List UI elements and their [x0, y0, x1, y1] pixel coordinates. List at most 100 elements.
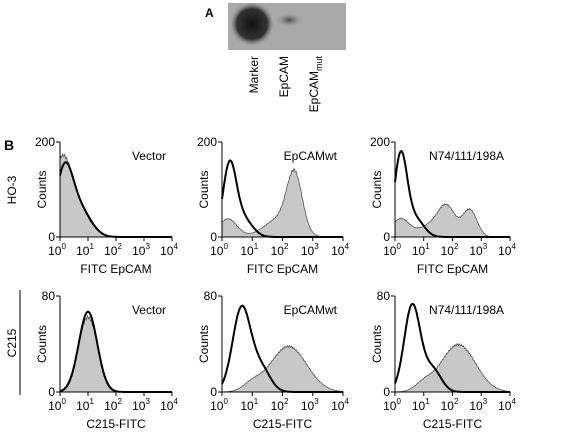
blot-band [230, 2, 274, 46]
tick-base: 10 [132, 244, 146, 258]
x-tick-label: 102 [441, 397, 459, 413]
tick-exponent: 3 [145, 242, 150, 251]
panel-title: EpCAMwt [284, 303, 338, 317]
tick-base: 10 [498, 399, 512, 413]
x-tick-label: 103 [469, 242, 487, 258]
x-axis-label: FITC EpCAM [80, 262, 151, 276]
tick-exponent: 4 [173, 397, 178, 406]
tick-exponent: 0 [223, 242, 228, 251]
panel-title: N74/111/198A [429, 303, 504, 317]
x-tick-label: 103 [301, 397, 319, 413]
panel-title: Vector [132, 303, 166, 317]
x-tick-label: 100 [383, 397, 401, 413]
x-tick-label: 101 [76, 397, 94, 413]
x-tick-label: 103 [132, 397, 150, 413]
lane-subscript: mut [314, 56, 324, 72]
tick-exponent: 1 [89, 242, 94, 251]
x-tick-label: 101 [240, 397, 258, 413]
tick-base: 10 [412, 399, 426, 413]
x-tick-label: 100 [383, 242, 401, 258]
blot [228, 2, 346, 50]
x-tick-label: 103 [132, 242, 150, 258]
tick-base: 10 [441, 399, 455, 413]
tick-base: 10 [240, 244, 254, 258]
y-axis-label: Counts [35, 170, 49, 208]
row-label: HO-3 [5, 175, 19, 204]
y-axis-label: Counts [197, 170, 211, 208]
row-label: C215 [5, 328, 19, 357]
x-axis-label: FITC EpCAM [247, 262, 318, 276]
y-tick-label: 0 [210, 230, 217, 244]
y-tick-label: 0 [383, 385, 390, 399]
lane-text: EpCAM [277, 56, 291, 97]
tick-base: 10 [412, 244, 426, 258]
x-tick-label: 100 [48, 397, 66, 413]
x-tick-label: 104 [160, 397, 178, 413]
tick-exponent: 2 [454, 242, 459, 251]
x-tick-label: 100 [210, 242, 228, 258]
tick-base: 10 [104, 244, 118, 258]
y-tick-label: 80 [204, 289, 218, 303]
y-tick-label: 80 [42, 289, 56, 303]
tick-base: 10 [160, 399, 174, 413]
y-tick-label: 0 [383, 230, 390, 244]
x-tick-label: 100 [48, 242, 66, 258]
histogram-fill [394, 342, 511, 393]
x-axis-label: C215-FITC [253, 417, 313, 431]
tick-exponent: 2 [284, 242, 289, 251]
tick-exponent: 0 [61, 242, 66, 251]
x-axis-label: C215-FITC [423, 417, 483, 431]
y-tick-label: 0 [210, 385, 217, 399]
tick-exponent: 0 [223, 397, 228, 406]
y-tick-label: 200 [35, 135, 55, 149]
x-tick-label: 101 [240, 242, 258, 258]
panel-letter: A [205, 6, 214, 20]
lane-label: EpCAMmut [307, 56, 324, 113]
tick-exponent: 2 [284, 397, 289, 406]
x-tick-label: 101 [76, 242, 94, 258]
x-tick-label: 100 [210, 397, 228, 413]
tick-base: 10 [132, 399, 146, 413]
tick-base: 10 [441, 244, 455, 258]
lane-text: EpCAM [307, 71, 321, 112]
tick-base: 10 [240, 399, 254, 413]
tick-exponent: 2 [454, 397, 459, 406]
x-tick-label: 102 [104, 397, 122, 413]
tick-base: 10 [76, 244, 90, 258]
tick-exponent: 2 [117, 242, 122, 251]
histogram-fill [221, 344, 344, 393]
tick-exponent: 1 [425, 397, 430, 406]
x-tick-label: 103 [301, 242, 319, 258]
x-tick-label: 104 [160, 242, 178, 258]
tick-exponent: 4 [344, 397, 349, 406]
panel-title: N74/111/198A [429, 149, 504, 163]
x-tick-label: 102 [271, 242, 289, 258]
tick-exponent: 1 [89, 397, 94, 406]
tick-exponent: 0 [396, 242, 401, 251]
x-tick-label: 104 [331, 242, 349, 258]
tick-base: 10 [383, 399, 397, 413]
tick-exponent: 1 [254, 397, 259, 406]
tick-exponent: 3 [145, 397, 150, 406]
panel-title: Vector [132, 149, 166, 163]
x-axis-label: FITC EpCAM [417, 262, 488, 276]
panel-title: EpCAMwt [284, 149, 338, 163]
tick-exponent: 0 [396, 397, 401, 406]
tick-exponent: 4 [344, 242, 349, 251]
x-tick-label: 104 [498, 242, 516, 258]
tick-base: 10 [383, 244, 397, 258]
tick-base: 10 [48, 244, 62, 258]
y-axis-label: Counts [35, 325, 49, 363]
tick-base: 10 [48, 399, 62, 413]
y-tick-label: 80 [377, 289, 391, 303]
tick-base: 10 [271, 399, 285, 413]
tick-exponent: 1 [254, 242, 259, 251]
lane-text: Marker [247, 56, 261, 93]
x-tick-label: 102 [441, 242, 459, 258]
lane-label: Marker [247, 56, 261, 93]
tick-exponent: 2 [117, 397, 122, 406]
blot-band [275, 13, 303, 27]
tick-exponent: 3 [314, 242, 319, 251]
tick-base: 10 [76, 399, 90, 413]
